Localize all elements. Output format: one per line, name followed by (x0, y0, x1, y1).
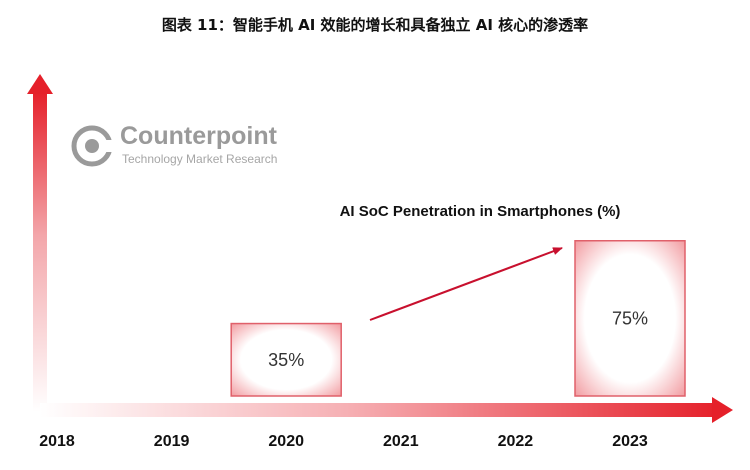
logo-wordmark: Counterpoint (120, 122, 277, 150)
data-label-2020: 35% (268, 350, 304, 370)
logo-tagline: Technology Market Research (122, 152, 278, 166)
x-tick-label: 2020 (268, 433, 304, 450)
x-tick-label: 2019 (154, 433, 190, 450)
x-tick-label: 2018 (39, 433, 75, 450)
x-tick-label: 2023 (612, 433, 648, 450)
x-tick-label: 2022 (498, 433, 534, 450)
counterpoint-logo-icon (71, 125, 115, 167)
bar-2023 (574, 240, 686, 397)
bar-2020 (230, 322, 342, 397)
y-axis-arrowhead (27, 74, 53, 94)
x-axis (40, 403, 720, 417)
x-tick-label: 2021 (383, 433, 419, 450)
y-axis (33, 92, 47, 412)
trend-arrow (369, 247, 563, 321)
chart-title: AI SoC Penetration in Smartphones (%) (339, 203, 621, 220)
x-axis-arrowhead (712, 397, 733, 423)
figure-caption: 图表 11：智能手机 AI 效能的增长和具备独立 AI 核心的渗透率 (161, 16, 589, 34)
counterpoint-logo: Counterpoint Technology Market Research (70, 122, 310, 172)
data-label-2023: 75% (612, 308, 648, 328)
